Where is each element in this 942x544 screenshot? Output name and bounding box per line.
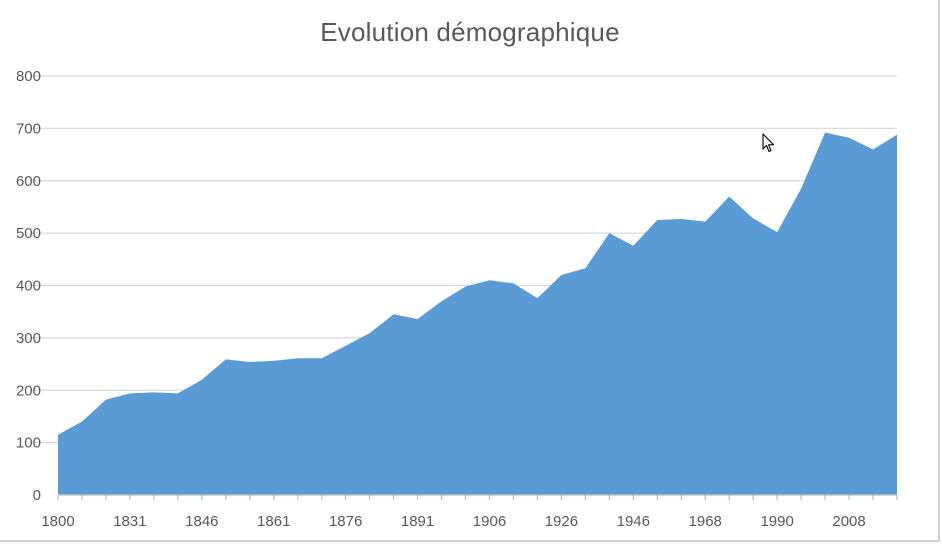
y-tick-label: 0 [33, 487, 41, 504]
area-series [58, 132, 897, 495]
y-tick-label: 800 [16, 68, 41, 85]
x-tick-label: 1946 [617, 513, 650, 530]
y-tick-label: 300 [16, 330, 41, 347]
chart-title: Evolution démographique [320, 17, 620, 47]
x-tick-label: 1800 [41, 513, 74, 530]
x-tick-label: 1846 [185, 513, 218, 530]
x-tick-label: 1990 [760, 513, 793, 530]
y-tick-label: 600 [16, 173, 41, 190]
x-tick-label: 1891 [401, 513, 434, 530]
y-tick-label: 700 [16, 120, 41, 137]
x-tick-label: 1876 [329, 513, 362, 530]
x-tick-label: 2008 [832, 513, 865, 530]
x-tick-label: 1906 [473, 513, 506, 530]
mouse-pointer-icon [762, 133, 776, 158]
x-tick-label: 1926 [545, 513, 578, 530]
x-tick-label: 1831 [113, 513, 146, 530]
y-tick-label: 200 [16, 382, 41, 399]
y-tick-label: 100 [16, 435, 41, 452]
y-tick-label: 400 [16, 278, 41, 295]
x-tick-label: 1861 [257, 513, 290, 530]
x-tick-label: 1968 [689, 513, 722, 530]
y-tick-label: 500 [16, 225, 41, 242]
